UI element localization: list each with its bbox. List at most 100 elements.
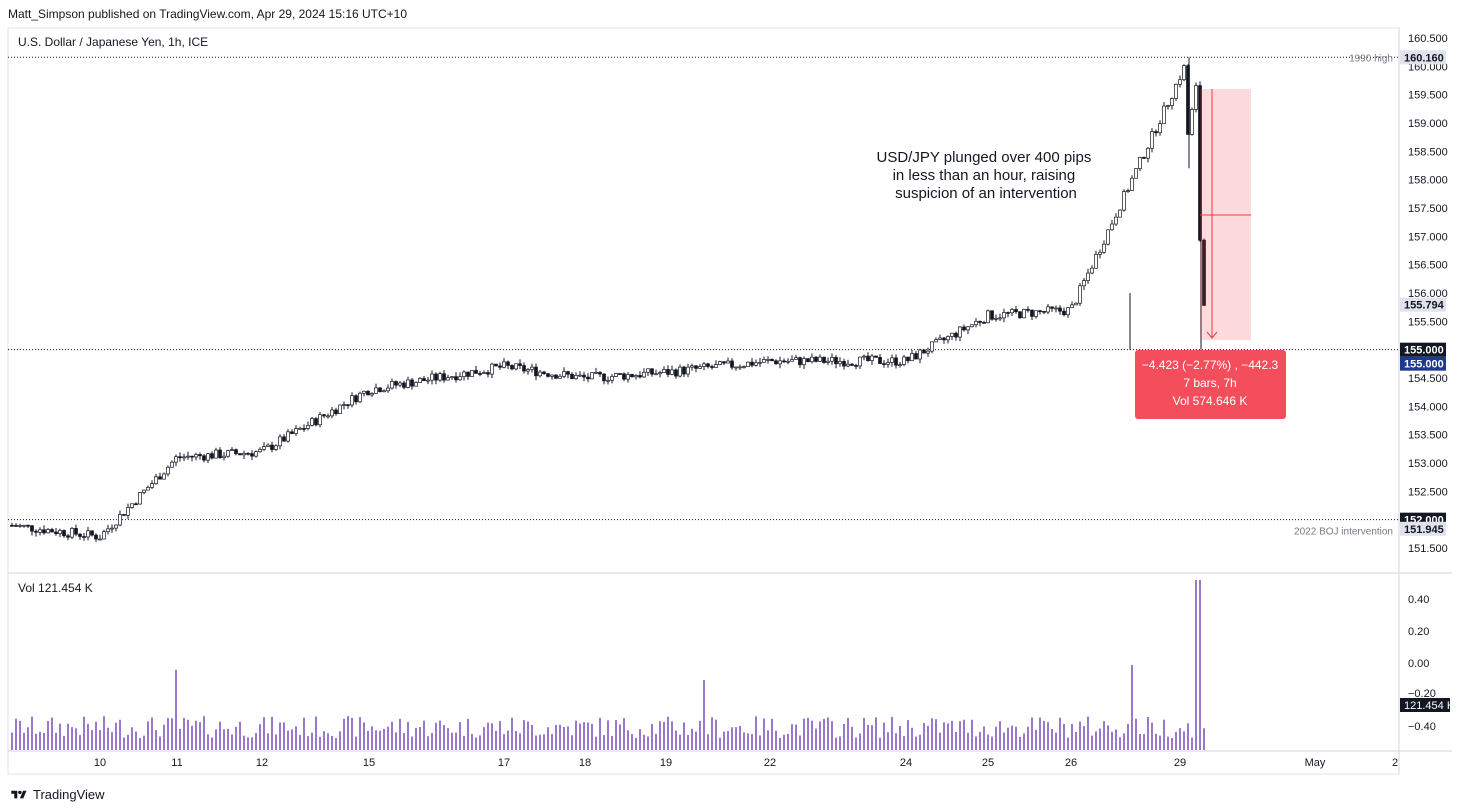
- volume-bar: [123, 737, 125, 750]
- candle-body: [322, 414, 326, 417]
- volume-bar: [403, 733, 405, 750]
- candle-body: [1046, 306, 1050, 313]
- candle-body: [870, 355, 874, 361]
- candle-body: [150, 483, 154, 488]
- volume-bar: [383, 728, 385, 750]
- volume-bar: [1055, 732, 1057, 750]
- volume-bar: [387, 726, 389, 750]
- candle-body: [158, 476, 162, 480]
- volume-bar: [583, 722, 585, 750]
- candle-body: [78, 533, 82, 537]
- volume-bar: [1007, 727, 1009, 750]
- volume-bar: [183, 717, 185, 750]
- volume-bar: [291, 729, 293, 750]
- candle-body: [1042, 310, 1046, 313]
- candle-body: [282, 436, 286, 442]
- volume-bar: [1051, 728, 1053, 750]
- candle-body: [978, 320, 982, 323]
- volume-bar: [15, 718, 17, 750]
- volume-bar: [1187, 723, 1189, 750]
- candle-body: [290, 431, 294, 434]
- candle-body: [690, 365, 694, 368]
- candle-body: [182, 456, 186, 459]
- candle-body: [698, 366, 702, 369]
- measure-bars: 7 bars, 7h: [1183, 376, 1236, 390]
- volume-bar: [443, 725, 445, 750]
- volume-bar: [391, 721, 393, 750]
- candle-body: [430, 373, 434, 381]
- candle-body: [902, 356, 906, 365]
- candle-body: [1010, 309, 1014, 314]
- candle-body: [10, 524, 14, 527]
- candle-body: [250, 453, 254, 457]
- volume-bar: [259, 724, 261, 750]
- volume-bar: [571, 735, 573, 750]
- candle-body: [22, 524, 26, 527]
- candle-body: [46, 529, 50, 534]
- volume-bar: [907, 720, 909, 750]
- candle-body: [386, 387, 390, 392]
- price-badge-text: 155.000: [1404, 359, 1444, 371]
- candle-body: [206, 453, 210, 461]
- volume-bar: [815, 728, 817, 750]
- volume-last-value: 121.454 K: [1404, 700, 1455, 712]
- volume-bar: [647, 736, 649, 750]
- candle-body: [914, 353, 918, 360]
- volume-bar: [419, 727, 421, 750]
- candle-body: [82, 536, 86, 538]
- volume-bar: [251, 737, 253, 750]
- candle-body: [1102, 243, 1106, 253]
- price-tick: 159.500: [1408, 90, 1448, 102]
- volume-bar: [303, 717, 305, 750]
- candle-body: [1106, 229, 1110, 245]
- volume-bar: [931, 718, 933, 750]
- volume-bar: [839, 736, 841, 750]
- volume-bar: [1147, 716, 1149, 750]
- candle-body: [626, 374, 630, 380]
- volume-bar: [83, 716, 85, 750]
- volume-bar: [787, 733, 789, 750]
- volume-bar: [35, 733, 37, 750]
- candle-body: [458, 376, 462, 381]
- candle-body: [218, 449, 222, 459]
- volume-bar: [1063, 723, 1065, 750]
- candle-body: [614, 373, 618, 377]
- volume-bar: [611, 735, 613, 750]
- candle-body: [1194, 85, 1198, 110]
- volume-bar: [1103, 721, 1105, 750]
- volume-bar: [959, 721, 961, 750]
- candle-body: [214, 449, 218, 459]
- candle-body: [98, 538, 102, 541]
- candle-body: [542, 371, 546, 375]
- price-badge: [1400, 342, 1446, 357]
- volume-bar: [1115, 729, 1117, 750]
- volume-bar: [735, 727, 737, 750]
- candle-body: [186, 455, 190, 458]
- volume-bar: [31, 716, 33, 750]
- candle-body: [546, 373, 550, 377]
- candle-body: [530, 366, 534, 370]
- volume-bar: [527, 721, 529, 750]
- candle-body: [174, 456, 178, 463]
- candle-body: [1150, 131, 1154, 149]
- volume-bar: [587, 722, 589, 750]
- volume-bar: [151, 717, 153, 750]
- volume-bar: [339, 731, 341, 750]
- volume-bar: [947, 723, 949, 750]
- volume-bar: [867, 724, 869, 750]
- candle-body: [198, 454, 202, 457]
- time-tick: 2: [1392, 757, 1398, 769]
- volume-bar: [543, 734, 545, 750]
- footer[interactable]: TradingView: [10, 787, 105, 802]
- candle-body: [506, 361, 510, 366]
- price-tick: 157.000: [1408, 231, 1448, 243]
- volume-bar: [755, 716, 757, 750]
- candle-body: [854, 365, 858, 367]
- volume-bar: [547, 727, 549, 750]
- candle-body: [146, 487, 150, 491]
- candle-body: [406, 379, 410, 388]
- candle-body: [1026, 308, 1030, 311]
- volume-bar: [1075, 732, 1077, 750]
- candle-body: [1006, 312, 1010, 314]
